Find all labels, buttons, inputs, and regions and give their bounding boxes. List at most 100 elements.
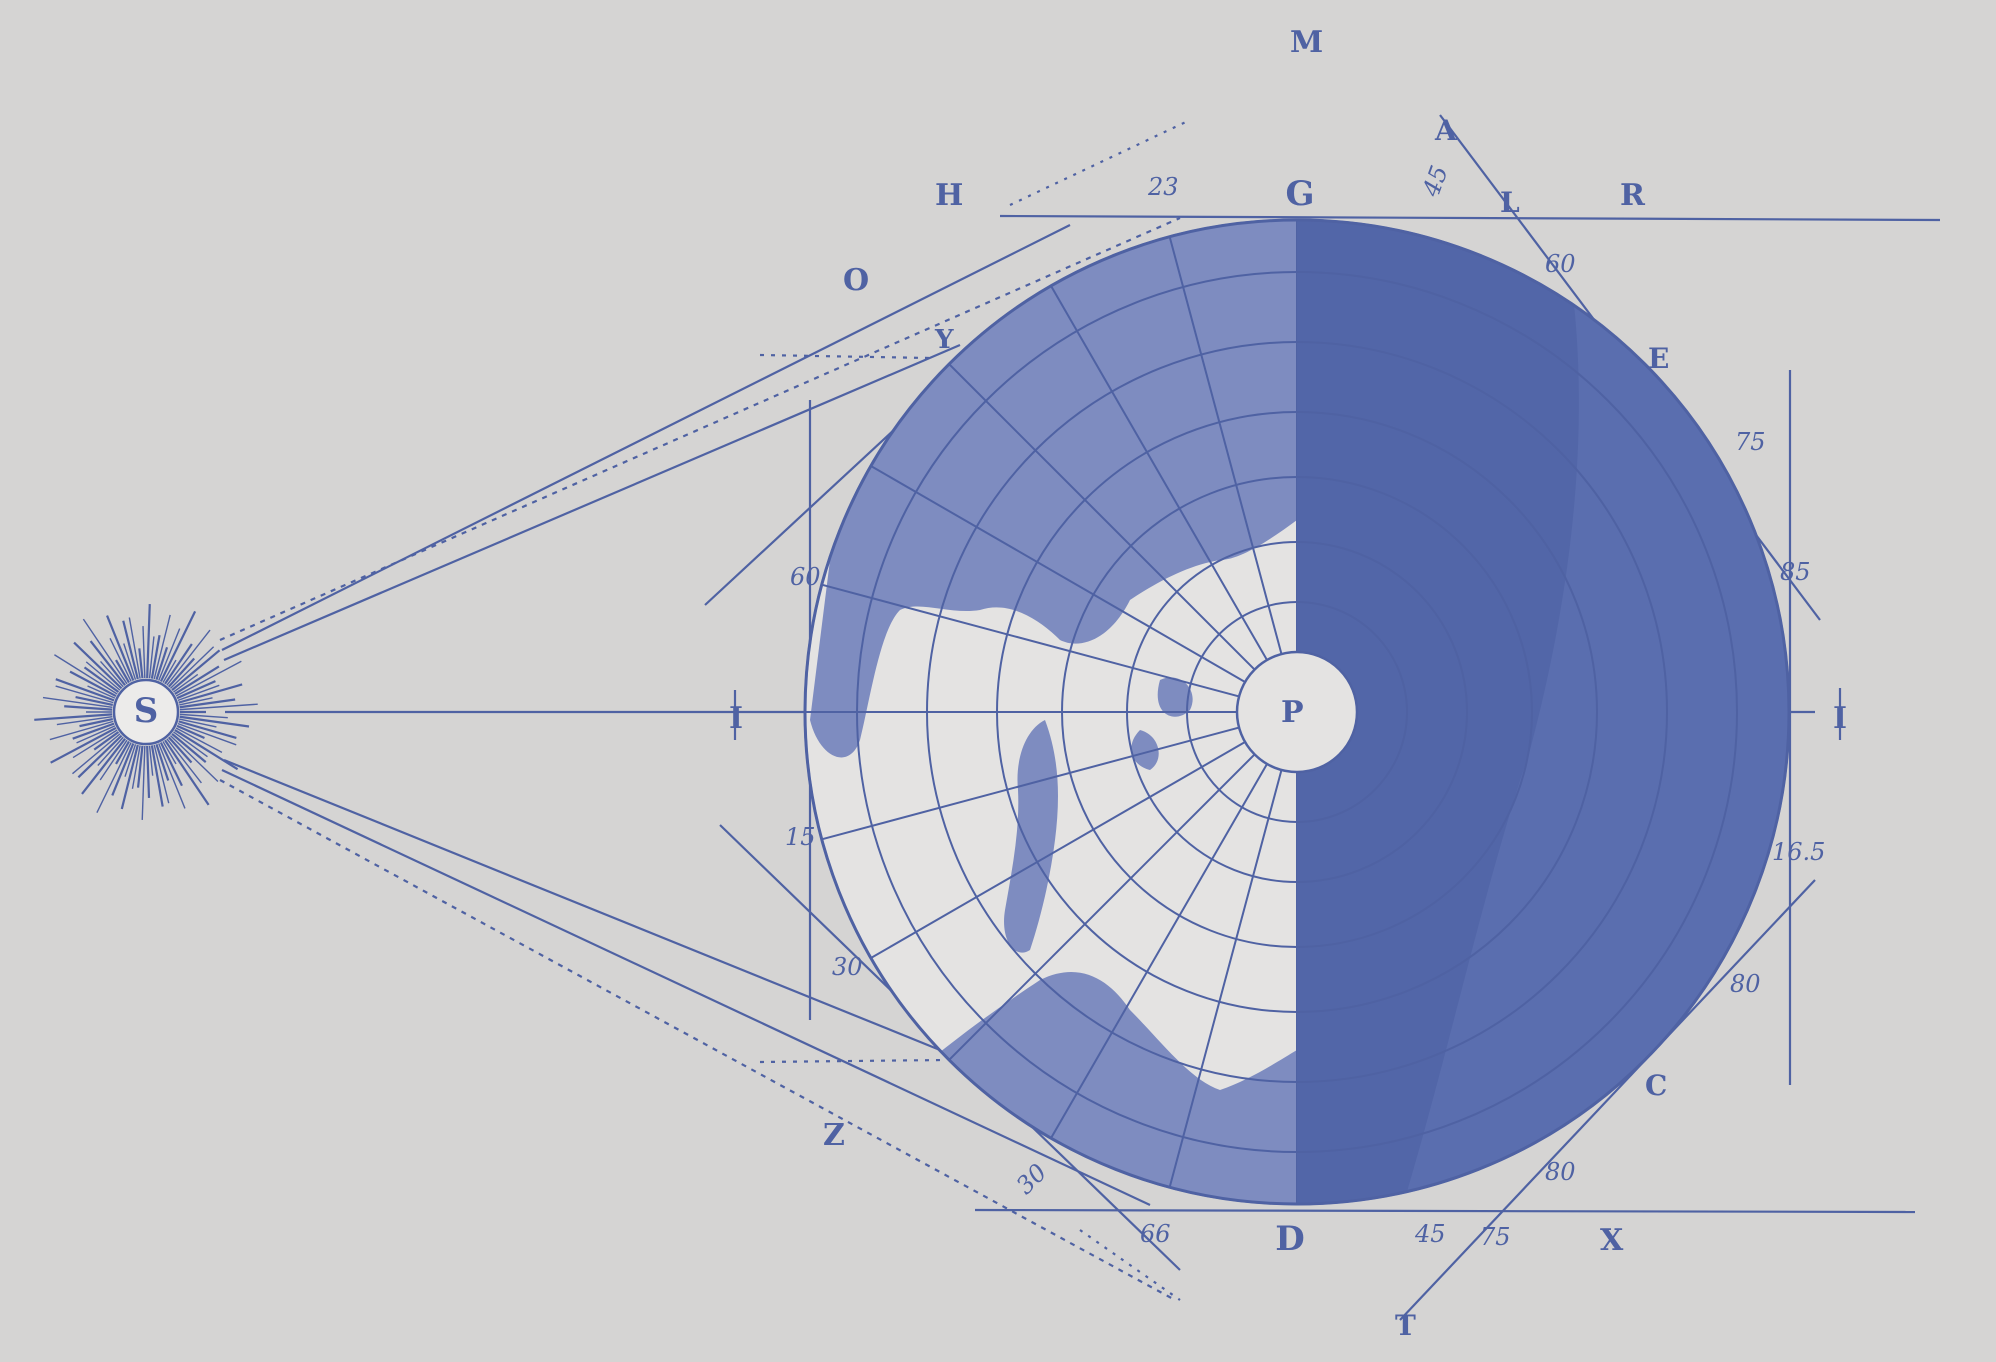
- degree-left-30: 30: [832, 953, 863, 981]
- label-H: H: [935, 178, 963, 213]
- sun-ray: [49, 720, 114, 741]
- sun-ray: [179, 697, 213, 706]
- sun-ray: [176, 680, 216, 700]
- meridian-line: [821, 726, 1240, 841]
- label-L: L: [1500, 186, 1520, 219]
- sun-ray: [72, 722, 115, 740]
- sun-ray: [146, 604, 151, 679]
- sun-ray: [77, 734, 123, 779]
- sun-ray: [138, 648, 144, 679]
- ray-lower-2: [221, 769, 1151, 1206]
- sun-ray: [166, 738, 202, 784]
- sun-ray: [150, 745, 164, 807]
- degree-bottom-30: 30: [1011, 1158, 1052, 1199]
- label-T: T: [1395, 1309, 1416, 1342]
- sun-ray: [179, 715, 250, 728]
- sun-ray: [177, 722, 237, 746]
- ray-lower-3: [219, 779, 1176, 1301]
- parallel-circle: [1061, 476, 1533, 948]
- sun-ray: [162, 741, 177, 765]
- degree-bottom-45: 45: [1414, 1220, 1446, 1248]
- sun-ray: [173, 731, 208, 758]
- meridian-line: [870, 741, 1246, 959]
- label-M: M: [1290, 25, 1323, 60]
- sun-ray: [73, 641, 123, 690]
- arrow-label-left: I: [729, 701, 743, 736]
- sun-ray: [55, 678, 115, 702]
- ray-bottom-dotted: [1079, 1229, 1181, 1301]
- label-A: A: [1434, 114, 1458, 147]
- dotted-left-lower: [759, 1058, 946, 1064]
- dotted-left-upper: [759, 353, 931, 360]
- sun-ray: [166, 629, 211, 686]
- sun-ray: [174, 729, 239, 771]
- sun-ray: [167, 657, 195, 688]
- label-O: O: [843, 263, 869, 298]
- label-X: X: [1600, 1223, 1624, 1258]
- sun-ray: [167, 736, 193, 764]
- sun-ray: [148, 745, 154, 776]
- sun-ray: [34, 713, 113, 721]
- sun-ray: [148, 636, 155, 679]
- degree-right-85: 85: [1780, 558, 1811, 586]
- oblique-right-bottom: [1399, 879, 1816, 1321]
- sun-ray: [64, 705, 113, 711]
- sun-ray: [153, 614, 171, 680]
- sun-ray: [176, 724, 205, 740]
- sun-ray: [106, 615, 135, 681]
- sun-ray: [142, 626, 146, 679]
- sun-ray: [75, 695, 113, 707]
- sun-ray: [177, 684, 220, 702]
- ray-upper-3: [219, 216, 1181, 642]
- sun-ray: [50, 726, 117, 764]
- sun-ray: [96, 742, 132, 813]
- parallel-circle: [856, 271, 1738, 1153]
- sun-ray: [55, 685, 114, 704]
- ray-upper-1: [221, 224, 1071, 651]
- label-C: C: [1645, 1069, 1667, 1102]
- meridian-line: [948, 753, 1256, 1061]
- sun-ray: [179, 713, 228, 719]
- sun-ray: [124, 744, 137, 777]
- sun-ray: [158, 743, 186, 809]
- parallel-circle: [996, 411, 1598, 1013]
- sun-ray: [164, 643, 193, 685]
- meridian-line: [1050, 285, 1268, 661]
- degree-bottom-left-66: 66: [1140, 1220, 1171, 1248]
- label-Y: Y: [934, 325, 954, 355]
- meridian-lines: [805, 220, 1297, 1204]
- sun-ray: [109, 637, 132, 682]
- degree-left-15: 15: [785, 823, 816, 851]
- sun-ray: [82, 618, 128, 685]
- sun-ray: [76, 725, 116, 744]
- parallel-circle: [1126, 541, 1468, 883]
- sun-ray: [79, 717, 113, 728]
- sun-ray: [111, 743, 135, 796]
- meridian-line: [1168, 769, 1283, 1188]
- sun-ray: [72, 733, 121, 775]
- sun-ray: [155, 743, 170, 781]
- sun-ray: [159, 610, 197, 682]
- label-R: R: [1620, 178, 1646, 213]
- label-Z: Z: [823, 1118, 845, 1153]
- sun-ray: [122, 620, 139, 680]
- sun-ray: [155, 646, 169, 681]
- meridian-line: [1168, 236, 1283, 655]
- degree-top-left: 23: [1147, 173, 1179, 201]
- ray-lower-1: [223, 758, 941, 1052]
- sun-ray: [169, 735, 219, 782]
- sun-ray: [141, 745, 146, 820]
- sun-ray: [99, 660, 124, 688]
- arrow-label-right: I: [1833, 701, 1847, 736]
- sun-ray: [115, 659, 130, 684]
- land-peninsula: [1004, 720, 1058, 953]
- sun-ray: [150, 634, 161, 679]
- sun-ray: [178, 683, 243, 704]
- tangent-line-bottom: [974, 1208, 1916, 1214]
- sun-label: S: [134, 691, 159, 731]
- sun-ray: [81, 738, 126, 795]
- land-south: [930, 971, 1297, 1204]
- sun-ray: [99, 739, 128, 781]
- tangent-line-top: [999, 214, 1941, 222]
